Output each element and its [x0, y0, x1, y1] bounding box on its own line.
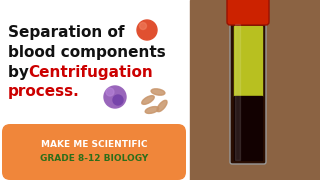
FancyBboxPatch shape	[230, 20, 266, 164]
Text: GRADE 8-12 BIOLOGY: GRADE 8-12 BIOLOGY	[40, 154, 148, 163]
Ellipse shape	[151, 89, 165, 95]
Ellipse shape	[142, 96, 154, 104]
Circle shape	[106, 88, 114, 96]
Text: process.: process.	[8, 84, 80, 99]
Circle shape	[113, 95, 123, 105]
Circle shape	[137, 20, 157, 40]
Bar	[0, 0, 190, 180]
Circle shape	[140, 22, 147, 30]
Bar	[234, 96, 262, 160]
Bar	[190, 0, 320, 180]
Text: Centrifugation: Centrifugation	[28, 65, 153, 80]
Text: blood components: blood components	[8, 45, 166, 60]
Ellipse shape	[157, 100, 167, 112]
FancyBboxPatch shape	[2, 124, 186, 180]
Bar	[234, 26, 262, 96]
Circle shape	[104, 86, 126, 108]
FancyBboxPatch shape	[227, 0, 269, 25]
Bar	[235, 24, 240, 160]
Ellipse shape	[145, 107, 159, 113]
Text: Separation of: Separation of	[8, 25, 124, 40]
Text: MAKE ME SCIENTIFIC: MAKE ME SCIENTIFIC	[41, 140, 147, 149]
Text: by: by	[8, 65, 34, 80]
